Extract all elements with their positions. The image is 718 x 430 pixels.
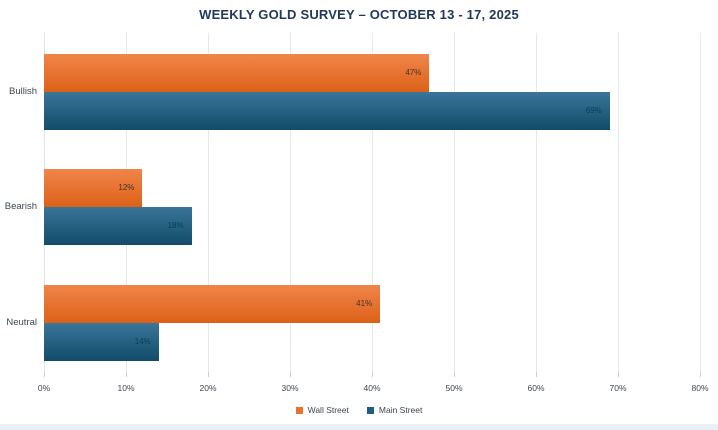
category-label-bearish: Bearish [4,201,37,212]
gridline-50 [454,33,455,372]
x-tick-label-30: 30% [281,383,299,393]
bar-wall-street-bullish [44,54,430,92]
data-label-main-street-bullish: 69% [585,106,602,115]
axis-tick-10 [126,372,127,377]
x-tick-label-60: 60% [527,383,545,393]
bar-main-street-neutral [44,323,159,361]
legend-label-wall-street: Wall Street [307,405,349,415]
bottom-divider-band [0,424,718,430]
gridline-40 [372,33,373,372]
gridline-20 [208,33,209,372]
x-tick-label-80: 80% [691,383,709,393]
axis-tick-30 [290,372,291,377]
axis-tick-80 [700,372,701,377]
axis-tick-0 [44,372,45,377]
legend-item-wall-street: Wall Street [295,405,349,415]
axis-tick-20 [208,372,209,377]
chart-legend: Wall Street Main Street [0,402,718,418]
category-label-neutral: Neutral [6,317,37,328]
axis-tick-50 [454,372,455,377]
data-label-wall-street-bearish: 12% [118,183,135,192]
data-label-main-street-neutral: 14% [134,337,151,346]
data-label-wall-street-neutral: 41% [356,299,373,308]
chart-title: WEEKLY GOLD SURVEY – OCTOBER 13 - 17, 20… [199,7,519,22]
bar-main-street-bullish [44,92,610,130]
x-tick-label-70: 70% [609,383,627,393]
gridline-30 [290,33,291,372]
category-label-bullish: Bullish [9,86,37,97]
gridline-80 [700,33,701,372]
x-tick-label-0: 0% [37,383,51,393]
bar-wall-street-bearish [44,169,143,207]
gridline-60 [536,33,537,372]
x-tick-label-20: 20% [199,383,217,393]
gridline-70 [618,33,619,372]
bar-wall-street-neutral [44,285,381,323]
x-tick-label-50: 50% [445,383,463,393]
bar-main-street-bearish [44,207,192,245]
data-label-main-street-bearish: 18% [167,221,184,230]
x-tick-label-40: 40% [363,383,381,393]
legend-swatch-wall-street [295,406,303,414]
axis-tick-60 [536,372,537,377]
axis-tick-40 [372,372,373,377]
legend-item-main-street: Main Street [366,405,423,415]
axis-tick-70 [618,372,619,377]
legend-swatch-main-street [366,406,374,414]
data-label-wall-street-bullish: 47% [405,68,422,77]
legend-label-main-street: Main Street [378,405,423,415]
x-tick-label-10: 10% [117,383,135,393]
